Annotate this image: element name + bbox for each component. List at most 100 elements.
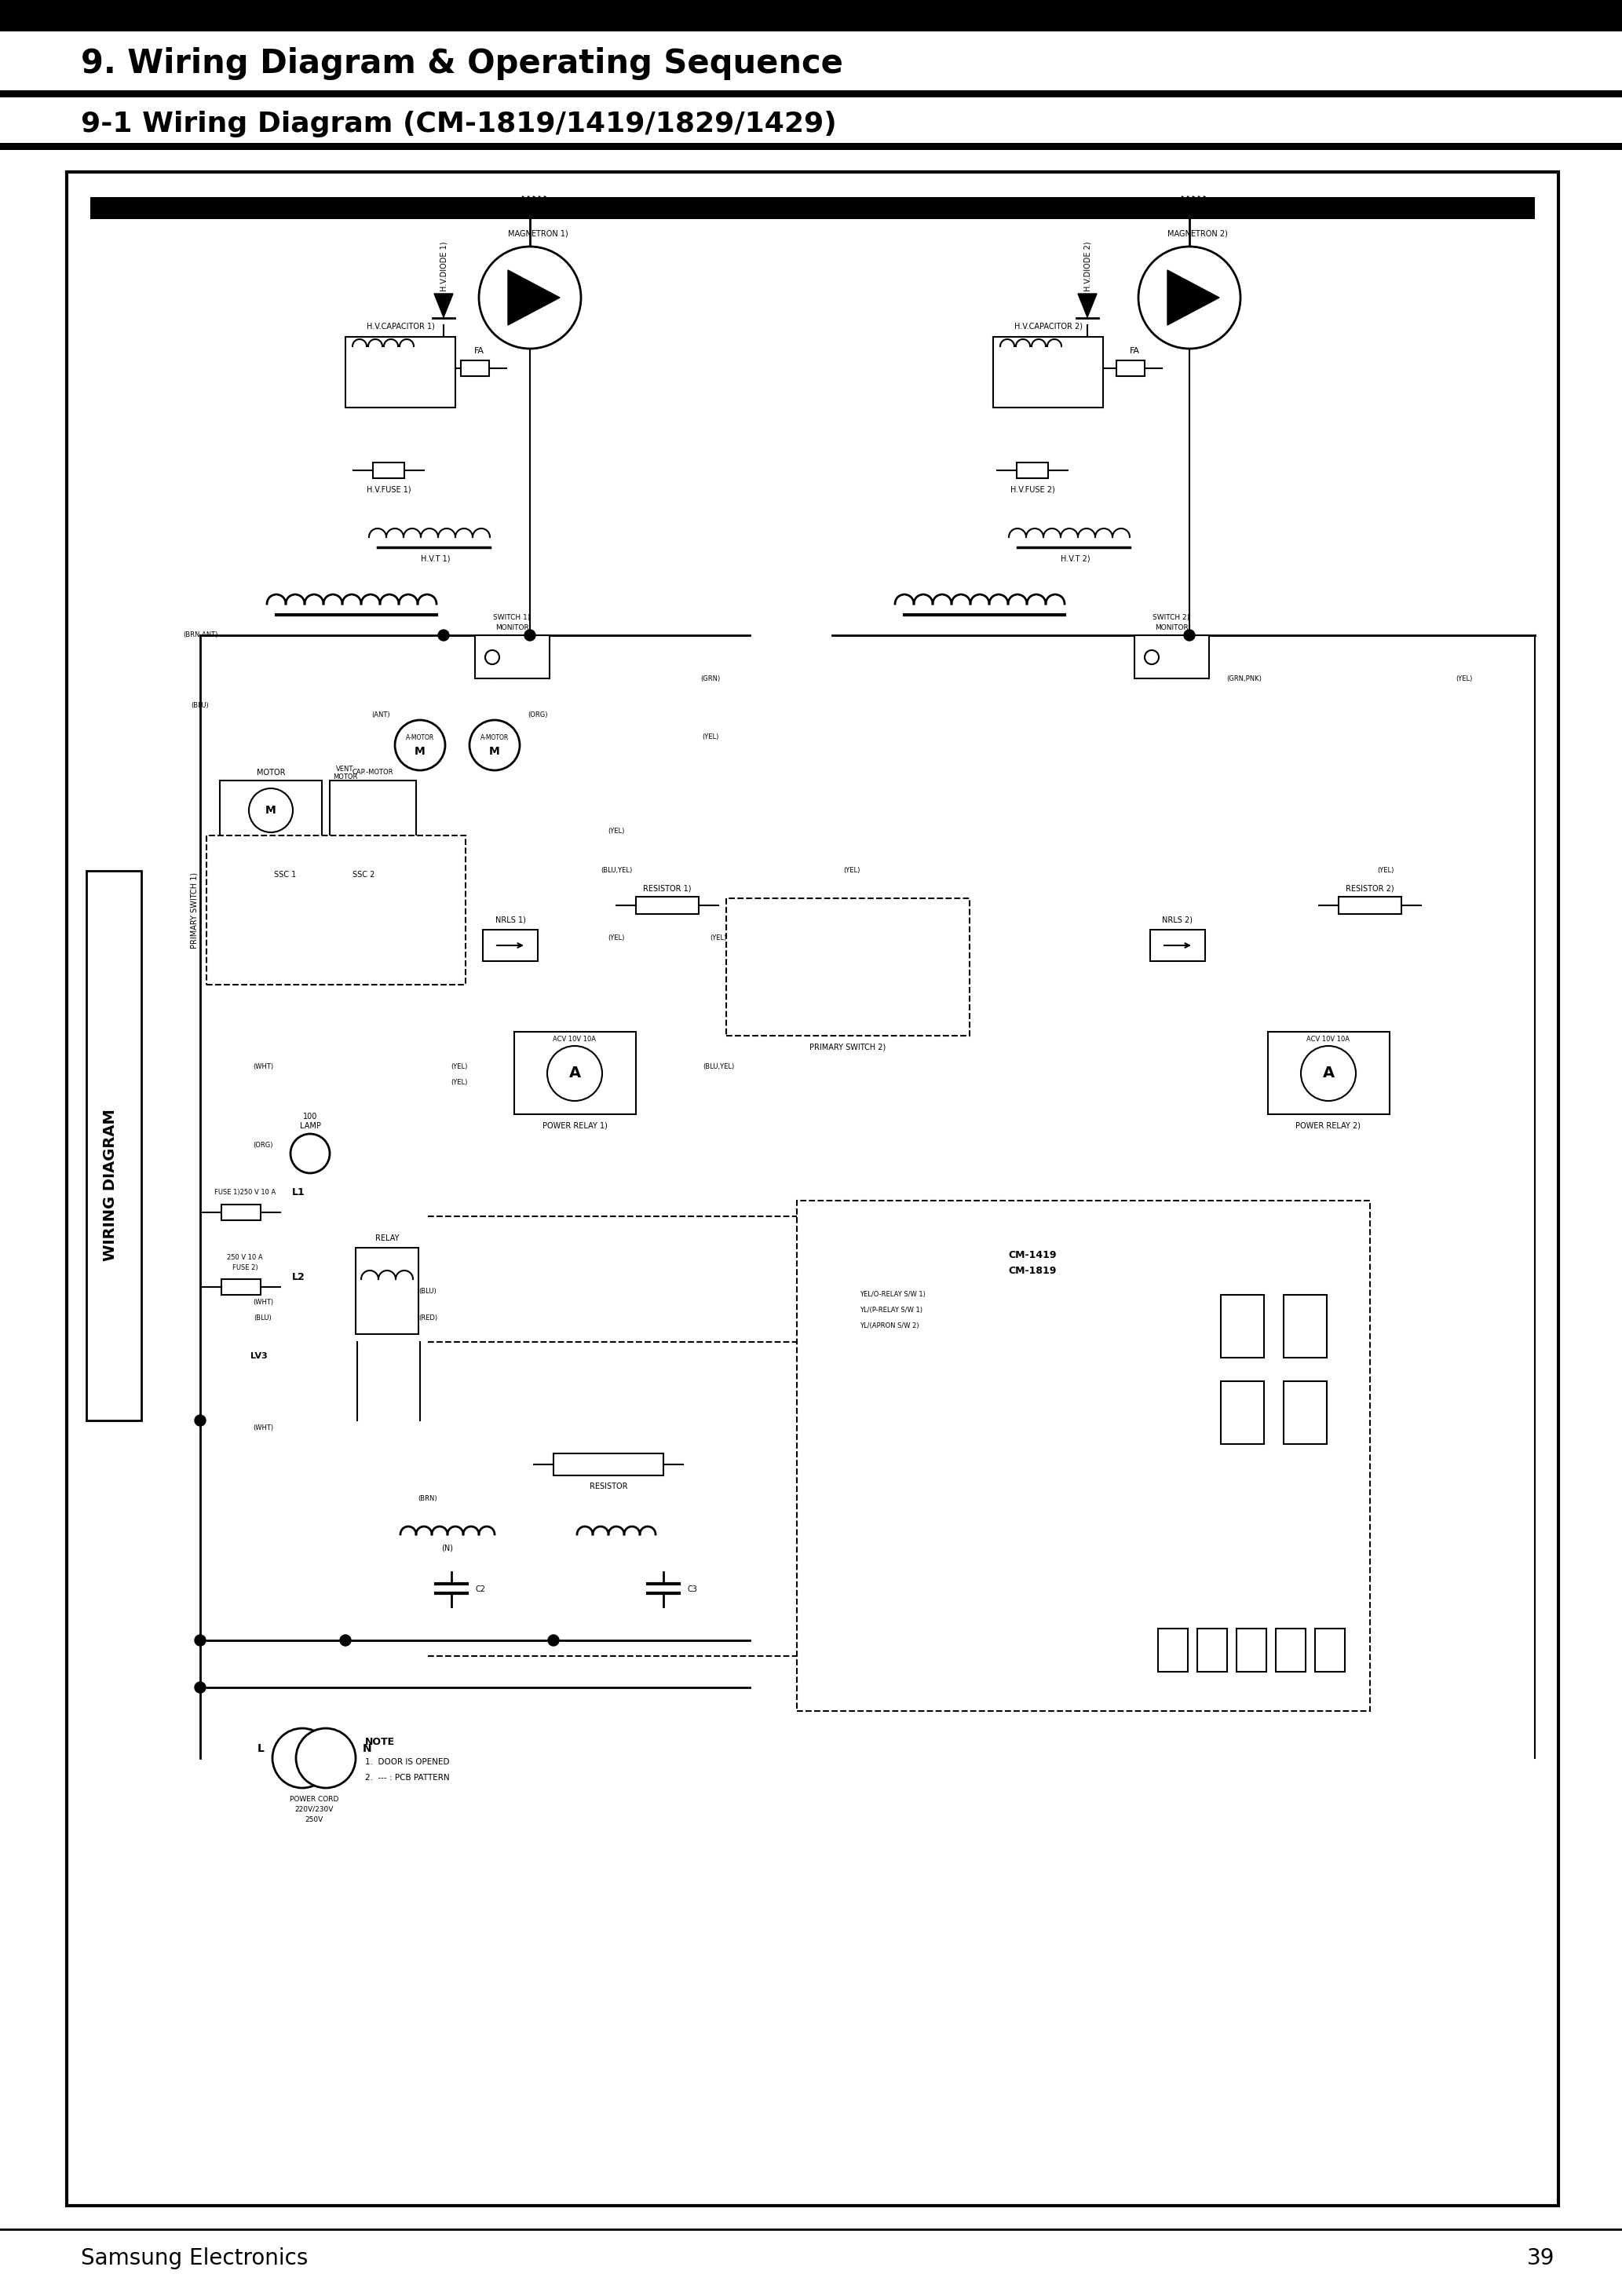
Text: RESISTOR 2): RESISTOR 2): [1346, 884, 1395, 893]
Text: H.V.CAPACITOR 1): H.V.CAPACITOR 1): [367, 324, 435, 331]
Text: FA: FA: [1129, 347, 1140, 356]
Circle shape: [469, 721, 519, 769]
Bar: [0, 90, 1622, 96]
Bar: [1134, 636, 1208, 677]
Polygon shape: [508, 271, 560, 326]
Text: (YEL): (YEL): [702, 735, 719, 742]
Bar: [1221, 1295, 1264, 1357]
Bar: [553, 1453, 663, 1476]
Circle shape: [485, 650, 500, 664]
Text: H.V.T 2): H.V.T 2): [1061, 556, 1090, 563]
Bar: [373, 461, 404, 478]
Bar: [1283, 1295, 1327, 1357]
Bar: [221, 781, 321, 840]
Text: A: A: [1322, 1065, 1335, 1081]
Text: L1: L1: [292, 1187, 305, 1199]
Text: PRIMARY SWITCH 1): PRIMARY SWITCH 1): [191, 872, 198, 948]
Circle shape: [195, 1414, 206, 1426]
Text: (BLU): (BLU): [255, 1316, 272, 1322]
Text: (ORG): (ORG): [253, 1141, 272, 1150]
Text: L2: L2: [292, 1272, 305, 1283]
Text: POWER RELAY 1): POWER RELAY 1): [542, 1120, 607, 1130]
Circle shape: [478, 246, 581, 349]
Bar: [206, 836, 466, 985]
Text: A-MOTOR: A-MOTOR: [406, 735, 435, 742]
Text: VENT.: VENT.: [336, 765, 355, 771]
Text: (WHT): (WHT): [253, 1300, 272, 1306]
Circle shape: [1145, 650, 1158, 664]
Text: 220V/230V: 220V/230V: [295, 1805, 334, 1814]
Text: H.V.T 1): H.V.T 1): [422, 556, 451, 563]
Text: 250 V 10 A: 250 V 10 A: [227, 1254, 263, 1261]
Bar: [1236, 1628, 1267, 1671]
Text: H.V.DIODE 2): H.V.DIODE 2): [1083, 241, 1092, 292]
Text: YL/(P-RELAY S/W 1): YL/(P-RELAY S/W 1): [860, 1306, 923, 1313]
Text: CAP.-MOTOR: CAP.-MOTOR: [352, 769, 394, 776]
Bar: [1283, 1382, 1327, 1444]
Text: (BRN): (BRN): [418, 1495, 438, 1502]
Text: MONITOR: MONITOR: [1155, 625, 1189, 631]
Text: H.V.FUSE 2): H.V.FUSE 2): [1011, 487, 1054, 494]
Text: A: A: [569, 1065, 581, 1081]
Text: (BRN,ANT): (BRN,ANT): [183, 631, 217, 638]
Text: (N): (N): [441, 1545, 454, 1552]
Text: (YEL): (YEL): [1457, 675, 1473, 682]
Text: RESISTOR: RESISTOR: [589, 1483, 628, 1490]
Bar: [67, 172, 1559, 2206]
Bar: [1150, 930, 1205, 962]
Bar: [483, 930, 539, 962]
Text: CM-1819: CM-1819: [1009, 1265, 1056, 1277]
Text: MOTOR: MOTOR: [256, 769, 285, 776]
Text: H.V.CAPACITOR 2): H.V.CAPACITOR 2): [1014, 324, 1082, 331]
Bar: [1277, 1628, 1306, 1671]
Bar: [221, 1205, 261, 1219]
Text: FUSE 1)250 V 10 A: FUSE 1)250 V 10 A: [214, 1189, 276, 1196]
Text: (BLU,YEL): (BLU,YEL): [600, 868, 633, 875]
Bar: [1197, 1628, 1228, 1671]
Text: RELAY: RELAY: [375, 1235, 399, 1242]
Circle shape: [195, 1683, 206, 1692]
Text: H.V.DIODE 1): H.V.DIODE 1): [440, 241, 448, 292]
Text: NOTE: NOTE: [365, 1738, 396, 1747]
Bar: [1158, 1628, 1187, 1671]
Text: H.V.FUSE 1): H.V.FUSE 1): [367, 487, 410, 494]
Text: MAGNETRON 1): MAGNETRON 1): [508, 230, 568, 236]
Bar: [345, 338, 456, 406]
Bar: [636, 898, 699, 914]
Text: 9. Wiring Diagram & Operating Sequence: 9. Wiring Diagram & Operating Sequence: [81, 48, 843, 80]
Text: (YEL): (YEL): [710, 934, 727, 941]
Circle shape: [272, 1729, 333, 1789]
Text: C3: C3: [688, 1584, 697, 1593]
Text: LV3: LV3: [250, 1352, 268, 1359]
Bar: [329, 781, 417, 840]
Bar: [0, 0, 1622, 32]
Text: 9-1 Wiring Diagram (CM-1819/1419/1829/1429): 9-1 Wiring Diagram (CM-1819/1419/1829/14…: [81, 110, 837, 138]
Bar: [1338, 898, 1401, 914]
Text: WIRING DIAGRAM: WIRING DIAGRAM: [102, 1109, 117, 1261]
Text: FUSE 2): FUSE 2): [232, 1263, 258, 1272]
Bar: [727, 898, 970, 1035]
Bar: [86, 870, 141, 1421]
Text: RESISTOR 1): RESISTOR 1): [644, 884, 691, 893]
Text: PRIMARY SWITCH 2): PRIMARY SWITCH 2): [809, 1042, 886, 1052]
Circle shape: [548, 1635, 560, 1646]
Circle shape: [438, 629, 449, 641]
Bar: [355, 1247, 418, 1334]
Bar: [475, 636, 550, 677]
Text: SSC 2: SSC 2: [352, 870, 375, 879]
Text: (YEL): (YEL): [608, 934, 624, 941]
Circle shape: [295, 1729, 355, 1789]
Text: (BLU,YEL): (BLU,YEL): [702, 1063, 735, 1070]
Text: M: M: [266, 806, 276, 815]
Text: ACV 10V 10A: ACV 10V 10A: [1307, 1035, 1350, 1042]
Text: POWER CORD: POWER CORD: [290, 1795, 339, 1802]
Text: SSC 1: SSC 1: [274, 870, 297, 879]
Bar: [1268, 1031, 1390, 1114]
Bar: [461, 360, 490, 377]
Text: POWER RELAY 2): POWER RELAY 2): [1296, 1120, 1361, 1130]
Text: 2.  --- : PCB PATTERN: 2. --- : PCB PATTERN: [365, 1775, 449, 1782]
Bar: [221, 1279, 261, 1295]
Text: 1.  DOOR IS OPENED: 1. DOOR IS OPENED: [365, 1759, 449, 1766]
Polygon shape: [1168, 271, 1220, 326]
Text: (YEL): (YEL): [451, 1079, 467, 1086]
